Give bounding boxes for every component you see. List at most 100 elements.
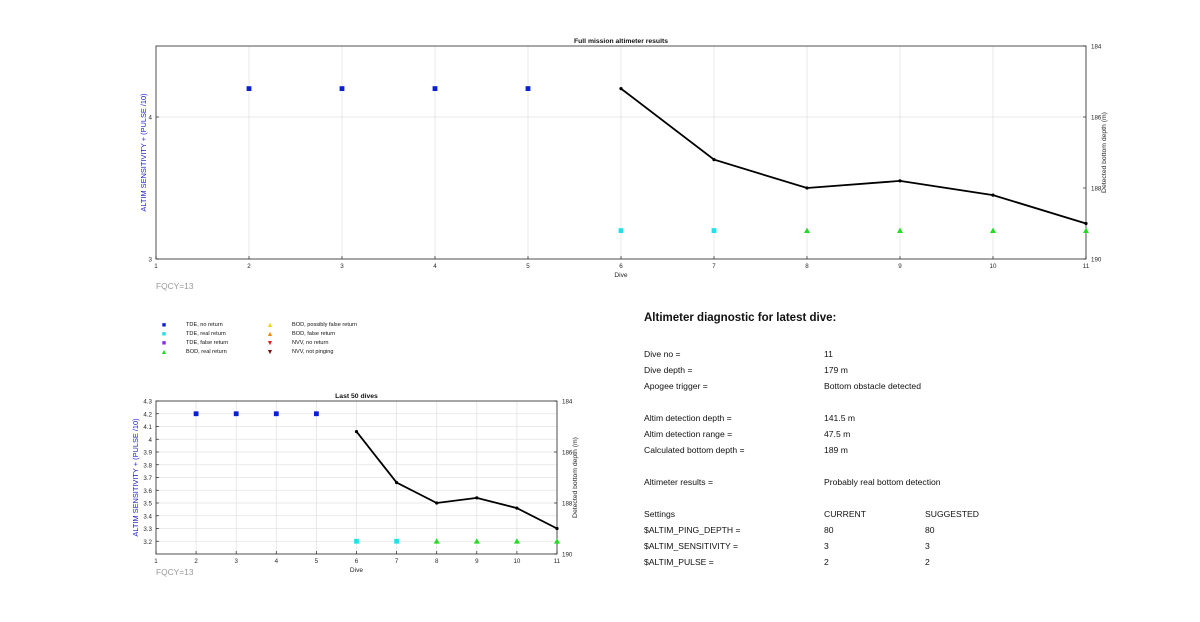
y2-axis-label: Detected bottom depth (m) xyxy=(572,437,579,518)
marker-square xyxy=(314,411,319,417)
sensitivity-row: $ALTIM_SENSITIVITY = 3 3 xyxy=(644,538,1164,554)
marker-square xyxy=(618,228,624,233)
ping-depth-row: $ALTIM_PING_DEPTH = 80 80 xyxy=(644,522,1164,538)
altimeter-results-value: Probably real bottom detection xyxy=(824,477,941,487)
calculated-bottom-label: Calculated bottom depth = xyxy=(644,445,745,455)
legend-marker: ▼ xyxy=(266,340,274,347)
y-tick-label: 3.5 xyxy=(143,501,152,508)
ping-depth-current: 80 xyxy=(824,525,834,535)
legend-marker: ■ xyxy=(161,331,167,338)
dive-no-row: Dive no = 11 xyxy=(644,346,1164,362)
x-tick-label: 7 xyxy=(712,263,716,270)
marker-square xyxy=(233,411,239,417)
y-tick-label: 4 xyxy=(149,437,153,444)
bottom-depth-line xyxy=(355,431,558,530)
x-tick-label: 9 xyxy=(475,558,479,565)
x-axis-label: Dive xyxy=(350,567,364,574)
legend-label: BOD, real return xyxy=(186,349,227,355)
marker-triangle xyxy=(990,227,996,233)
marker-triangle xyxy=(433,538,440,544)
marker-triangle xyxy=(473,538,480,544)
detection-range-value: 47.5 m xyxy=(824,429,851,439)
y-tick-label: 3.7 xyxy=(143,475,152,482)
dive-depth-label: Dive depth = xyxy=(644,365,693,375)
y2-tick-label: 188 xyxy=(562,501,573,508)
y2-tick-label: 186 xyxy=(1091,115,1102,122)
marker-square xyxy=(193,411,199,417)
full-mission-chart: 1 2 3 4 5 6 7 8 9 10 11 3 4 184 186 188 190 Full mission … xyxy=(139,38,1108,291)
bottom-depth-point xyxy=(712,158,716,162)
legend-marker: ■ xyxy=(161,322,167,329)
detection-depth-label: Altim detection depth = xyxy=(644,413,732,423)
marker-triangle xyxy=(1083,227,1089,233)
altimeter-diagnostic-panel: Altimeter diagnostic for latest dive: Di… xyxy=(644,312,1164,570)
apogee-trigger-row: Apogee trigger = Bottom obstacle detected xyxy=(644,378,1164,394)
marker-square xyxy=(354,538,359,544)
x-tick-label: 3 xyxy=(340,263,344,270)
altimeter-results-row: Altimeter results = Probably real bottom … xyxy=(644,474,1164,490)
legend-marker: ▲ xyxy=(266,331,274,338)
x-tick-label: 2 xyxy=(247,263,251,270)
bottom-depth-point xyxy=(515,506,519,510)
altimeter-results-label: Altimeter results = xyxy=(644,477,714,487)
bottom-depth-point xyxy=(475,496,479,500)
x-tick-label: 8 xyxy=(435,558,439,565)
current-header: CURRENT xyxy=(824,509,867,519)
dive-no-label: Dive no = xyxy=(644,349,681,359)
legend-label: TDE, no return xyxy=(186,322,223,328)
y-tick-label: 3 xyxy=(149,257,153,264)
x-tick-label: 2 xyxy=(194,558,198,565)
dive-no-value: 11 xyxy=(824,349,833,359)
x-tick-label: 4 xyxy=(275,558,279,565)
detection-depth-value: 141.5 m xyxy=(824,413,856,423)
y2-tick-label: 186 xyxy=(562,450,573,457)
marker-square xyxy=(246,86,252,91)
marker-square xyxy=(273,411,279,417)
marker-square xyxy=(339,86,345,91)
y-axis-label: ALTIM SENSITIVITY + (PULSE /10) xyxy=(131,418,140,536)
marker-triangle xyxy=(804,227,810,233)
marker-triangle xyxy=(897,227,903,233)
dive-depth-row: Dive depth = 179 m xyxy=(644,362,1164,378)
legend-marker: ▼ xyxy=(266,349,274,356)
x-tick-label: 1 xyxy=(154,263,158,270)
marker-square xyxy=(432,86,438,91)
sensitivity-label: $ALTIM_SENSITIVITY = xyxy=(644,541,739,551)
bottom-depth-point xyxy=(619,87,623,91)
legend-label: TDE, real return xyxy=(186,331,226,337)
legend-label: BOD, possibly false return xyxy=(292,322,357,328)
bottom-depth-point xyxy=(991,193,995,197)
chart-title: Full mission altimeter results xyxy=(574,38,668,45)
x-axis-label: Dive xyxy=(614,272,628,279)
bottom-depth-point xyxy=(395,481,399,485)
marker-square xyxy=(711,228,717,233)
legend-marker: ▲ xyxy=(266,322,274,329)
x-tick-label: 1 xyxy=(154,558,158,565)
bottom-depth-line xyxy=(620,87,1087,225)
x-tick-label: 5 xyxy=(315,558,319,565)
y-tick-label: 3.2 xyxy=(143,539,152,546)
x-tick-label: 6 xyxy=(619,263,623,270)
y2-tick-label: 184 xyxy=(1091,44,1102,51)
ping-depth-label: $ALTIM_PING_DEPTH = xyxy=(644,525,741,535)
calculated-bottom-value: 189 m xyxy=(824,445,848,455)
ping-depth-suggested: 80 xyxy=(925,525,935,535)
x-tick-label: 8 xyxy=(805,263,809,270)
bottom-depth-point xyxy=(435,501,439,505)
dive-depth-value: 179 m xyxy=(824,365,848,375)
apogee-trigger-label: Apogee trigger = xyxy=(644,381,708,391)
diagnostic-title: Altimeter diagnostic for latest dive: xyxy=(644,312,837,324)
y-tick-label: 4.2 xyxy=(143,411,152,418)
calculated-bottom-row: Calculated bottom depth = 189 m xyxy=(644,442,1164,458)
marker-triangle xyxy=(554,538,560,544)
fqcy-annotation: FQCY=13 xyxy=(156,567,194,577)
x-tick-label: 11 xyxy=(554,558,561,565)
y-tick-label: 4 xyxy=(149,115,153,122)
chart-title: Last 50 dives xyxy=(335,393,378,400)
legend-marker: ■ xyxy=(161,340,167,347)
legend-label: BOD, false return xyxy=(292,331,336,337)
x-tick-label: 3 xyxy=(234,558,238,565)
legend-label: NVV, not pinging xyxy=(292,349,334,355)
fqcy-annotation: FQCY=13 xyxy=(156,281,194,291)
